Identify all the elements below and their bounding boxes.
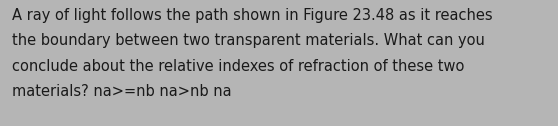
Text: conclude about the relative indexes of refraction of these two: conclude about the relative indexes of r… [12,59,464,74]
Text: A ray of light follows the path shown in Figure 23.48 as it reaches: A ray of light follows the path shown in… [12,8,493,23]
Text: materials? na>=nb na>nb na: materials? na>=nb na>nb na [12,85,232,100]
Text: the boundary between two transparent materials. What can you: the boundary between two transparent mat… [12,34,485,49]
